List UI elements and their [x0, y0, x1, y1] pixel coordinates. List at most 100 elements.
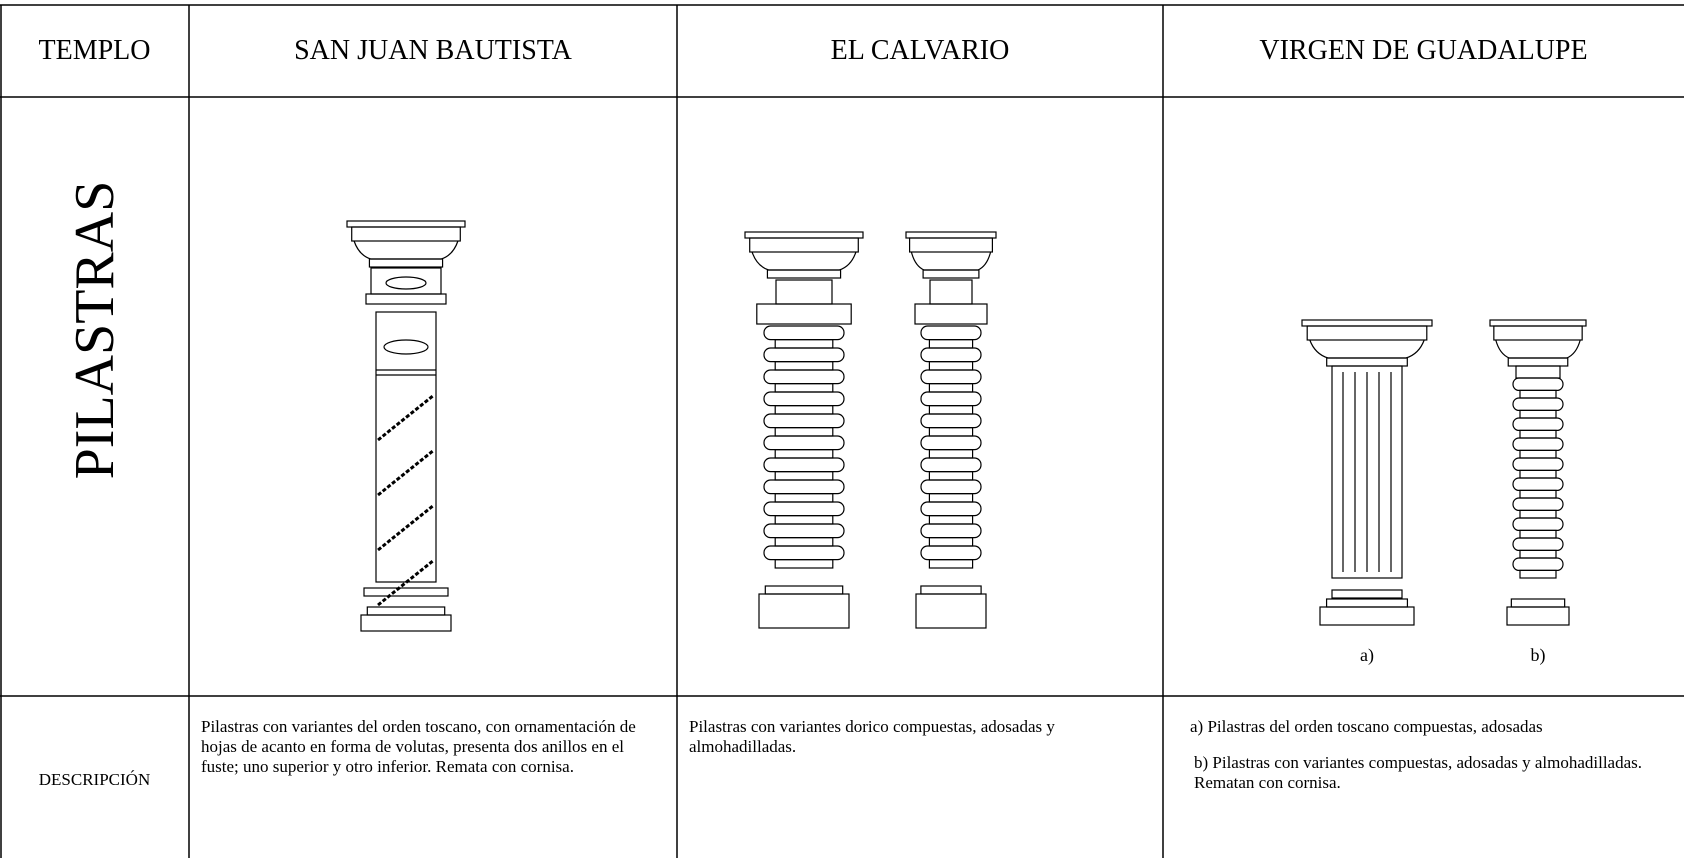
- drawing-line: [774, 361, 834, 371]
- drawing-line: [1512, 557, 1564, 571]
- drawing-line: [928, 339, 974, 349]
- drawing-line: [905, 231, 997, 239]
- drawing-line: [920, 369, 982, 385]
- drawing-line: [1519, 489, 1557, 499]
- drawing-line: [1515, 365, 1561, 379]
- drawing-line: [1309, 339, 1425, 359]
- drawing-line: [1512, 457, 1564, 471]
- drawing-line: [377, 393, 435, 442]
- drawing-line: [910, 251, 992, 271]
- drawing-line: [928, 493, 974, 503]
- description: a) Pilastras del orden toscano compuesta…: [1190, 717, 1543, 736]
- drawing-line: [1512, 397, 1564, 411]
- drawing-line: [377, 503, 435, 552]
- drawing-line: [920, 435, 982, 451]
- drawing-line: [774, 405, 834, 415]
- drawing-line: [363, 587, 449, 597]
- drawing-line: [920, 391, 982, 407]
- drawing-line: [929, 279, 973, 305]
- drawing-line: [774, 427, 834, 437]
- drawing-line: [920, 523, 982, 539]
- drawing-line: [758, 593, 850, 629]
- drawing-line: [914, 303, 988, 325]
- drawing-line: [928, 383, 974, 393]
- drawing-line: [370, 267, 442, 295]
- drawing-line: [744, 231, 864, 239]
- drawing-line: [1325, 598, 1409, 608]
- header-cell: TEMPLO: [38, 35, 151, 66]
- drawing-line: [763, 523, 845, 539]
- drawing-line: [1301, 319, 1433, 327]
- drawing-line: [749, 237, 859, 253]
- drawing-line: [920, 413, 982, 429]
- drawing-line: [922, 269, 980, 279]
- header-cell: SAN JUAN BAUTISTA: [294, 35, 572, 66]
- drawing-line: [1512, 517, 1564, 531]
- drawing-line: [1306, 325, 1428, 341]
- description-cell: a) Pilastras del orden toscano compuesta…: [1190, 717, 1650, 809]
- drawing-line: [920, 457, 982, 473]
- drawing-line: [763, 391, 845, 407]
- drawing-line: [1519, 429, 1557, 439]
- drawing-line: [1512, 497, 1564, 511]
- drawing-line: [763, 435, 845, 451]
- drawing-line: [775, 279, 833, 305]
- drawing-line: [1512, 417, 1564, 431]
- drawing-line: [928, 537, 974, 547]
- drawing-line: [353, 240, 459, 260]
- drawing-line: [920, 479, 982, 495]
- drawing-line: [377, 448, 435, 497]
- figure-label: a): [1360, 645, 1374, 665]
- drawing-line: [928, 405, 974, 415]
- drawing-line: [366, 606, 446, 616]
- drawing-line: [375, 311, 437, 583]
- drawing-line: [1510, 598, 1566, 608]
- drawing-line: [351, 226, 461, 242]
- drawing-line: [774, 383, 834, 393]
- drawing-line: [1493, 325, 1583, 341]
- drawing-line: [1519, 569, 1557, 579]
- drawing-line: [763, 413, 845, 429]
- drawing-line: [1495, 339, 1581, 359]
- drawing-line: [774, 449, 834, 459]
- drawing-line: [915, 593, 987, 629]
- drawing-line: [1512, 437, 1564, 451]
- drawing-line: [774, 339, 834, 349]
- description: Pilastras con variantes dorico compuesta…: [689, 717, 1055, 756]
- drawing-line: [376, 369, 436, 376]
- header-cell: VIRGEN DE GUADALUPE: [1259, 35, 1588, 66]
- drawing-line: [368, 258, 444, 268]
- drawing-line: [928, 559, 974, 569]
- drawing-line: [1519, 389, 1557, 399]
- row-label: DESCRIPCIÓN: [38, 770, 151, 789]
- drawing-line: [920, 545, 982, 561]
- pilaster-drawings: [346, 220, 1587, 632]
- drawing-line: [766, 269, 842, 279]
- drawing-line: [774, 537, 834, 547]
- drawing-line: [763, 479, 845, 495]
- drawing-line: [928, 515, 974, 525]
- drawing-line: [385, 276, 427, 290]
- drawing-line: [1519, 549, 1557, 559]
- drawing-line: [1331, 365, 1403, 579]
- drawing-line: [1326, 357, 1408, 367]
- drawing-line: [1512, 477, 1564, 491]
- drawing-line: [920, 325, 982, 341]
- drawing-line: [751, 251, 857, 271]
- drawing-line: [920, 501, 982, 517]
- drawing-line: [763, 501, 845, 517]
- header-cell: EL CALVARIO: [830, 35, 1010, 66]
- drawing-line: [1519, 529, 1557, 539]
- drawing-line: [1519, 449, 1557, 459]
- description: Pilastras con variantes del orden toscan…: [201, 717, 636, 776]
- drawing-line: [756, 303, 852, 325]
- drawing-line: [1507, 357, 1569, 367]
- drawing-line: [908, 237, 993, 253]
- drawing-line: [1512, 537, 1564, 551]
- drawing-line: [763, 325, 845, 341]
- description: b) Pilastras con variantes compuestas, a…: [1194, 753, 1643, 792]
- drawing-line: [764, 585, 844, 595]
- figure-label: b): [1530, 645, 1546, 665]
- description-cell: Pilastras con variantes dorico compuesta…: [689, 717, 1149, 773]
